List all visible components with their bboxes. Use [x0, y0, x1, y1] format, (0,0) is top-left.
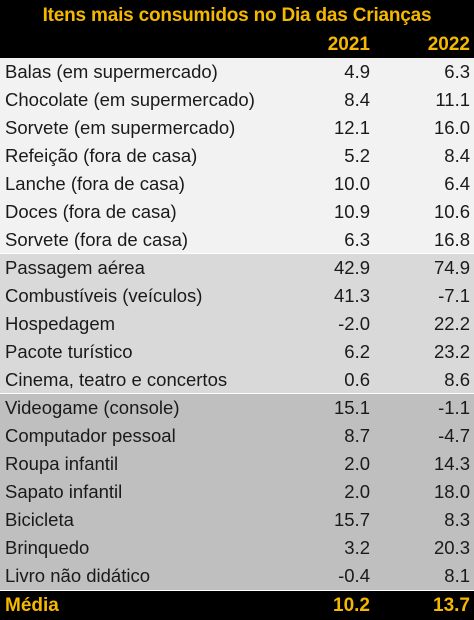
- value-2021: 2.0: [344, 481, 370, 502]
- row-label: Pacote turístico: [5, 341, 133, 362]
- table-row: Pacote turístico 6.2 23.2: [0, 338, 474, 366]
- value-2022: -4.7: [438, 425, 470, 446]
- row-label: Sorvete (em supermercado): [5, 117, 236, 138]
- value-2021: 10.0: [333, 173, 370, 194]
- value-2021: 3.2: [344, 537, 370, 558]
- value-2022: 14.3: [433, 453, 470, 474]
- column-header-2022: 2022: [427, 34, 470, 55]
- value-2021: 15.7: [333, 509, 370, 530]
- value-2021: 4.9: [344, 61, 370, 82]
- table-row: Livro não didático -0.4 8.1: [0, 562, 474, 590]
- table-row: Balas (em supermercado) 4.9 6.3: [0, 58, 474, 86]
- row-label: Sorvete (fora de casa): [5, 229, 189, 250]
- value-2021: 12.1: [333, 117, 370, 138]
- row-label: Videogame (console): [5, 397, 180, 418]
- row-label: Brinquedo: [5, 537, 90, 558]
- table-row: Sorvete (em supermercado) 12.1 16.0: [0, 114, 474, 142]
- table-row: Passagem aérea 42.9 74.9: [0, 254, 474, 282]
- value-2021: 2.0: [344, 453, 370, 474]
- table-row: Brinquedo 3.2 20.3: [0, 534, 474, 562]
- table-row: Sapato infantil 2.0 18.0: [0, 478, 474, 506]
- average-value-2022: 13.7: [433, 595, 470, 616]
- value-2021: 5.2: [344, 145, 370, 166]
- table-row: Doces (fora de casa) 10.9 10.6: [0, 198, 474, 226]
- value-2021: -0.4: [338, 565, 370, 586]
- value-2021: 15.1: [333, 397, 370, 418]
- value-2022: 10.6: [433, 201, 470, 222]
- row-label: Livro não didático: [5, 565, 151, 586]
- table-row: Combustíveis (veículos) 41.3 -7.1: [0, 282, 474, 310]
- row-label: Balas (em supermercado): [5, 61, 218, 82]
- table-row: Videogame (console) 15.1 -1.1: [0, 394, 474, 422]
- table-row: Bicicleta 15.7 8.3: [0, 506, 474, 534]
- average-row: Média 10.2 13.7: [0, 591, 474, 620]
- table-row: Refeição (fora de casa) 5.2 8.4: [0, 142, 474, 170]
- row-label: Lanche (fora de casa): [5, 173, 185, 194]
- table-row: Chocolate (em supermercado) 8.4 11.1: [0, 86, 474, 114]
- value-2021: 0.6: [344, 369, 370, 390]
- column-header-2021: 2021: [327, 34, 370, 55]
- value-2022: 6.3: [444, 61, 470, 82]
- value-2022: 8.3: [444, 509, 470, 530]
- row-label: Doces (fora de casa): [5, 201, 177, 222]
- group-separator: [0, 253, 474, 254]
- value-2021: 6.2: [344, 341, 370, 362]
- row-label: Combustíveis (veículos): [5, 285, 203, 306]
- value-2022: 8.6: [444, 369, 470, 390]
- row-label: Refeição (fora de casa): [5, 145, 198, 166]
- value-2021: 10.9: [333, 201, 370, 222]
- value-2022: 20.3: [433, 537, 470, 558]
- value-2022: 18.0: [433, 481, 470, 502]
- value-2022: 16.8: [433, 229, 470, 250]
- table-row: Lanche (fora de casa) 10.0 6.4: [0, 170, 474, 198]
- value-2022: 16.0: [433, 117, 470, 138]
- value-2021: -2.0: [338, 313, 370, 334]
- value-2021: 41.3: [333, 285, 370, 306]
- group-separator: [0, 393, 474, 394]
- row-label: Chocolate (em supermercado): [5, 89, 255, 110]
- table-row: Roupa infantil 2.0 14.3: [0, 450, 474, 478]
- value-2021: 6.3: [344, 229, 370, 250]
- table-row: Hospedagem -2.0 22.2: [0, 310, 474, 338]
- table-row: Cinema, teatro e concertos 0.6 8.6: [0, 366, 474, 394]
- table-title: Itens mais consumidos no Dia das Criança…: [0, 0, 474, 31]
- table-row: Computador pessoal 8.7 -4.7: [0, 422, 474, 450]
- year-header-row: 2021 2022: [0, 31, 474, 58]
- row-label: Roupa infantil: [5, 453, 119, 474]
- value-2022: 11.1: [435, 89, 470, 110]
- row-label: Passagem aérea: [5, 257, 145, 278]
- value-2022: 74.9: [433, 257, 470, 278]
- value-2022: 6.4: [444, 173, 470, 194]
- table-row: Sorvete (fora de casa) 6.3 16.8: [0, 226, 474, 254]
- row-label: Computador pessoal: [5, 425, 176, 446]
- value-2022: 8.1: [444, 565, 470, 586]
- value-2022: -1.1: [438, 397, 470, 418]
- value-2021: 42.9: [333, 257, 370, 278]
- row-label: Sapato infantil: [5, 481, 123, 502]
- value-2022: 23.2: [433, 341, 470, 362]
- average-label: Média: [5, 595, 59, 616]
- average-value-2021: 10.2: [333, 595, 370, 616]
- row-label: Bicicleta: [5, 509, 74, 530]
- row-label: Hospedagem: [5, 313, 116, 334]
- value-2022: 8.4: [444, 145, 470, 166]
- value-2021: 8.7: [344, 425, 370, 446]
- row-label: Cinema, teatro e concertos: [5, 369, 228, 390]
- value-2022: 22.2: [433, 313, 470, 334]
- value-2021: 8.4: [344, 89, 370, 110]
- value-2022: -7.1: [438, 285, 470, 306]
